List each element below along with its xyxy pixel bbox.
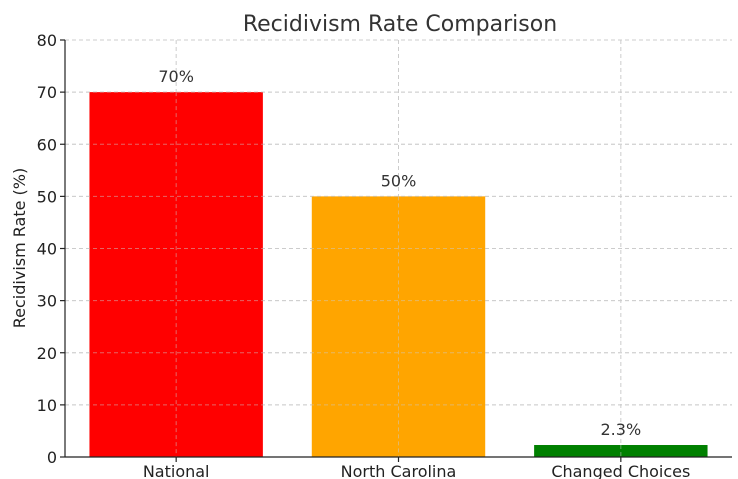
labels: 0 10 20 30 40 50 60 70 80 70% 50% 2.3% National North…	[37, 31, 691, 479]
x-tick-label: North Carolina	[341, 462, 457, 479]
y-tick-label: 20	[37, 344, 57, 363]
data-label: 2.3%	[601, 420, 642, 439]
y-tick-label: 80	[37, 31, 57, 50]
y-tick-label: 40	[37, 240, 57, 259]
y-tick-label: 0	[47, 448, 57, 467]
y-tick-label: 50	[37, 187, 57, 206]
y-axis-label: Recidivism Rate (%)	[10, 168, 29, 328]
axes	[60, 39, 732, 462]
y-tick-label: 10	[37, 396, 57, 415]
data-label: 70%	[158, 67, 194, 86]
x-tick-label: Changed Choices	[551, 462, 690, 479]
y-tick-label: 60	[37, 135, 57, 154]
y-tick-label: 30	[37, 292, 57, 311]
chart-title: Recidivism Rate Comparison	[243, 12, 557, 37]
bar-north-carolina	[311, 196, 486, 457]
data-label: 50%	[381, 171, 417, 190]
y-tick-label: 70	[37, 83, 57, 102]
bar-changed-choices	[534, 445, 708, 457]
x-tick-label: National	[143, 462, 210, 479]
bars	[65, 39, 732, 457]
